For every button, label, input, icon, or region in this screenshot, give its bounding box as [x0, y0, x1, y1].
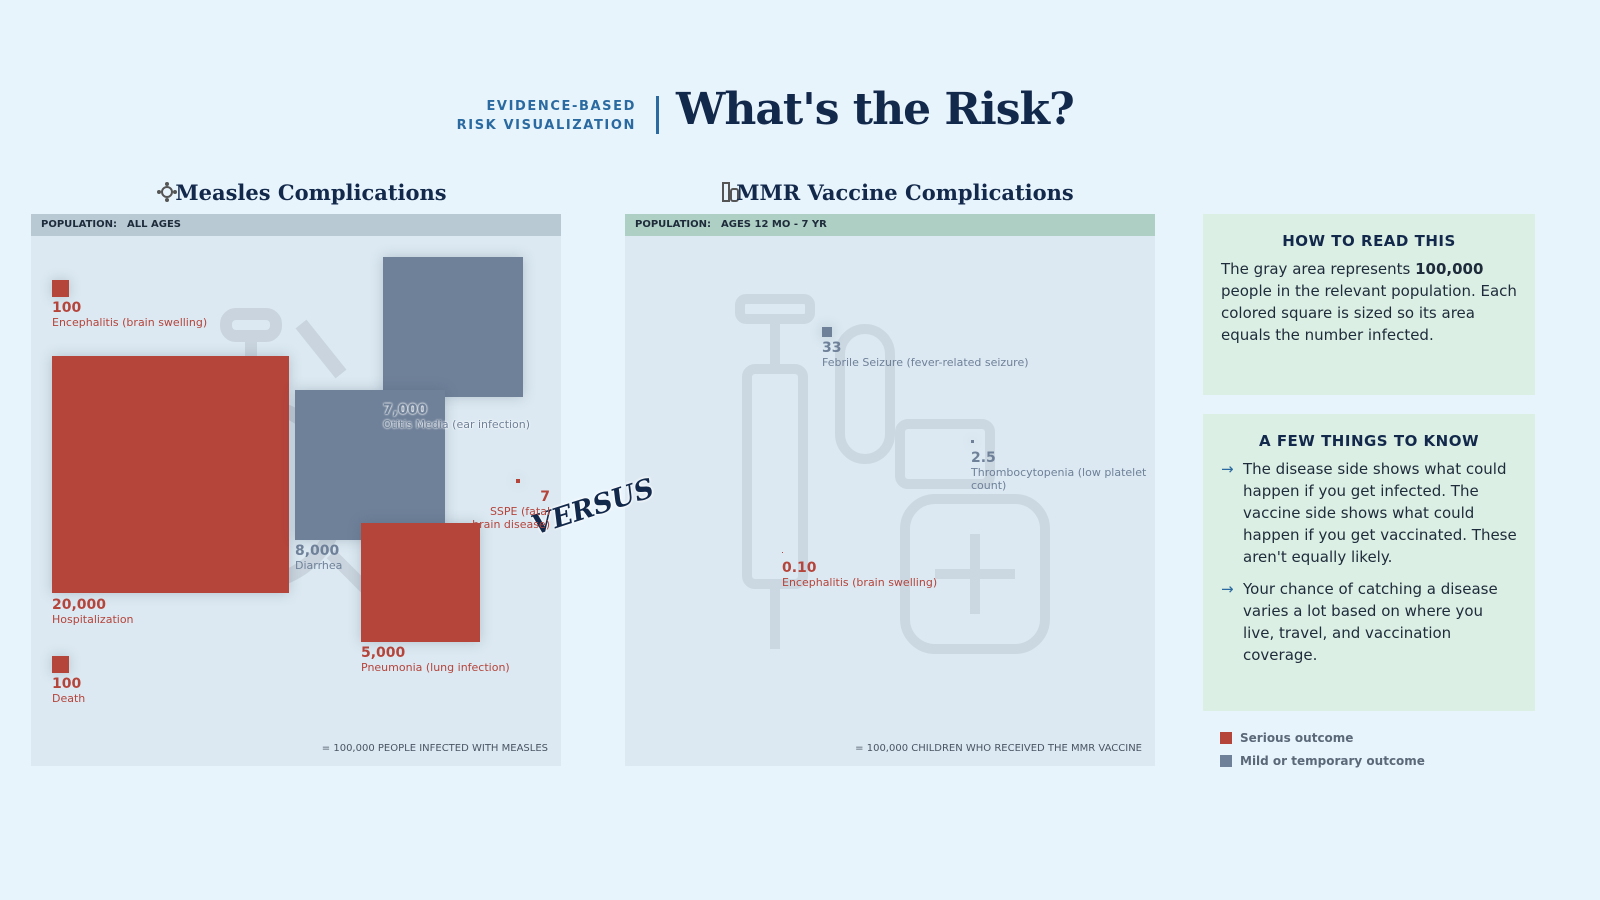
- population-bar: POPULATION: AGES 12 MO - 7 YR: [625, 214, 1155, 236]
- item-name: SSPE (fatal brain disease): [472, 505, 550, 531]
- square: [52, 356, 290, 594]
- square: [782, 552, 783, 553]
- item-label: 0.10 Encephalitis (brain swelling): [782, 560, 982, 589]
- item-label: 5,000 Pneumonia (lung infection): [361, 645, 561, 674]
- item-label: 33 Febrile Seizure (fever-related seizure…: [822, 340, 1062, 369]
- value-label: 100: [52, 676, 82, 692]
- vial-icon: [722, 182, 739, 202]
- value-label: 20,000: [52, 597, 107, 613]
- kicker-line: RISK VISUALIZATION: [456, 118, 636, 133]
- item-label: 100 Encephalitis (brain swelling): [52, 300, 252, 329]
- population: ALL AGES: [127, 219, 181, 230]
- item-name: Encephalitis (brain swelling): [782, 576, 938, 589]
- bullet-text: The disease side shows what could happen…: [1243, 460, 1517, 566]
- legend-item: Serious outcome: [1220, 731, 1353, 745]
- text: The gray area represents: [1221, 260, 1416, 278]
- item-name: Febrile Seizure (fever-related seizure): [822, 356, 1029, 369]
- square: [383, 257, 524, 398]
- value-label: 100: [52, 300, 82, 316]
- square: [361, 523, 480, 642]
- footnote: = 100,000 PEOPLE INFECTED WITH MEASLES: [321, 743, 548, 754]
- square: [52, 656, 69, 673]
- box-title: A FEW THINGS TO KNOW: [1258, 432, 1480, 450]
- how-to-read: HOW TO READ THIS The gray area represent…: [1203, 214, 1535, 395]
- item-name: Pneumonia (lung infection): [361, 661, 510, 674]
- population-label: POPULATION:: [41, 219, 118, 230]
- value-label: 0.10: [782, 560, 817, 576]
- value-label: 7: [540, 489, 550, 505]
- background-icon: [735, 294, 1050, 654]
- panel: POPULATION: AGES 12 MO - 7 YR = 100,000 C…: [625, 214, 1155, 766]
- square: [295, 390, 445, 540]
- item-name: Encephalitis (brain swelling): [52, 316, 208, 329]
- value-label: 8,000: [295, 543, 340, 559]
- item-label: 100 Death: [52, 676, 202, 705]
- legend-swatch: [1220, 755, 1232, 767]
- value-label: 5,000: [361, 645, 406, 661]
- virus-icon: [157, 182, 177, 202]
- item-name: Diarrhea: [295, 559, 343, 572]
- population-label: POPULATION:: [635, 219, 712, 230]
- item-label: 2.5 Thrombocytopenia (low platelet count): [971, 450, 1151, 492]
- box-title: HOW TO READ THIS: [1282, 232, 1456, 250]
- kicker-line: EVIDENCE-BASED: [486, 99, 636, 114]
- legend-label: Mild or temporary outcome: [1240, 754, 1425, 768]
- text-bold: 100,000: [1415, 260, 1484, 278]
- kicker: EVIDENCE-BASED RISK VISUALIZATION: [457, 97, 636, 135]
- page-title: What's the Risk?: [676, 84, 1075, 135]
- item-label: 20,000 Hospitalization: [52, 597, 252, 626]
- item-label: 7,000 Otitis Media (ear infection): [383, 402, 553, 431]
- item-name: Otitis Media (ear infection): [383, 418, 531, 431]
- bullet-point: → Your chance of catching a disease varie…: [1221, 578, 1517, 666]
- legend-swatch: [1220, 732, 1232, 744]
- square: [516, 479, 521, 484]
- bullet-text: Your chance of catching a disease varies…: [1243, 580, 1498, 664]
- bullet-point: → The disease side shows what could happe…: [1221, 458, 1517, 568]
- divider: [656, 96, 659, 134]
- value-label: 2.5: [971, 450, 996, 466]
- item-label: 8,000 Diarrhea: [295, 543, 445, 572]
- value-label: 33: [822, 340, 842, 356]
- item-name: Death: [52, 692, 86, 705]
- item-name: Thrombocytopenia (low platelet count): [971, 466, 1147, 492]
- footnote: = 100,000 CHILDREN WHO RECEIVED THE MMR …: [855, 743, 1142, 754]
- arrow-icon: →: [1221, 580, 1234, 598]
- square: [971, 440, 974, 443]
- arrow-icon: →: [1221, 460, 1234, 478]
- population-bar: POPULATION: ALL AGES: [31, 214, 561, 236]
- things-to-know: A FEW THINGS TO KNOW → The disease side s…: [1203, 414, 1535, 711]
- item-name: Hospitalization: [52, 613, 134, 626]
- population: AGES 12 MO - 7 YR: [721, 219, 827, 230]
- item-label: 7 SSPE (fatal brain disease): [460, 489, 550, 531]
- chart-title: Measles Complications: [175, 180, 447, 205]
- text: people in the relevant population. Each …: [1221, 282, 1517, 344]
- legend-label: Serious outcome: [1240, 731, 1354, 745]
- box-text: The gray area represents 100,000 people …: [1221, 258, 1517, 346]
- legend-item: Mild or temporary outcome: [1220, 754, 1425, 768]
- square: [52, 280, 69, 297]
- square: [822, 327, 832, 337]
- value-label: 7,000: [383, 402, 428, 418]
- chart-title: MMR Vaccine Complications: [736, 180, 1074, 205]
